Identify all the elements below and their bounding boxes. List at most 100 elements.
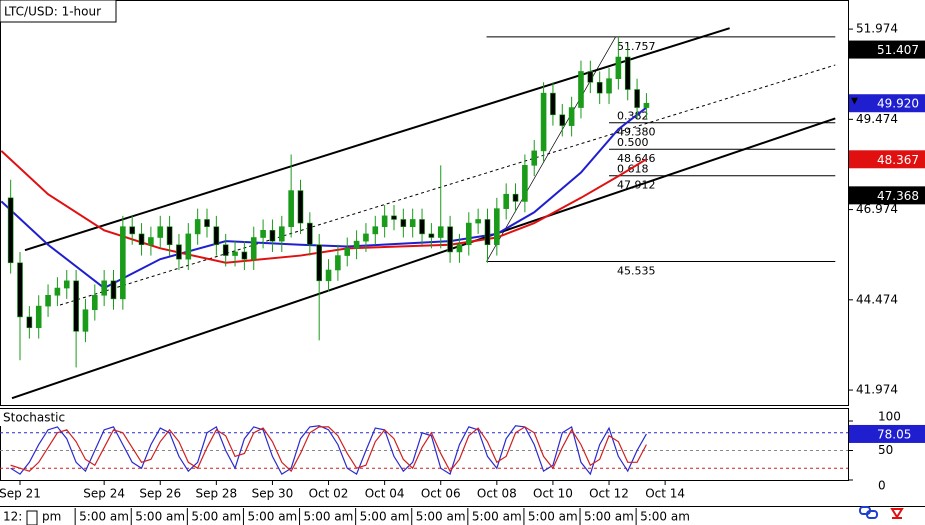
x-tick-label: Sep 21: [0, 487, 41, 501]
candle-body: [325, 269, 332, 282]
stochastic-title: Stochastic: [3, 411, 65, 425]
x-tick-label: Oct 12: [589, 487, 629, 501]
candle-body: [419, 219, 425, 235]
candle-body: [634, 89, 640, 108]
stochastic-line: [10, 426, 647, 473]
candle-body: [372, 226, 379, 235]
stochastic-line: [10, 425, 647, 476]
y-tick-label: 44.474: [856, 292, 898, 306]
candle-body: [241, 251, 248, 260]
candle-body: [335, 255, 341, 271]
candle-body: [381, 215, 388, 227]
candle-body: [624, 56, 631, 90]
candle-body: [45, 294, 51, 307]
candle-body: [250, 237, 257, 260]
candle-body: [26, 316, 33, 329]
candle-body: [92, 294, 98, 311]
x-tick-label: Sep 26: [139, 487, 181, 501]
candle-body: [129, 226, 136, 235]
candle-body: [101, 280, 107, 296]
candle-body: [503, 193, 509, 209]
candle-body: [232, 251, 238, 256]
candle-body: [391, 215, 397, 220]
x-tick-label: Sep 30: [252, 487, 294, 501]
chart-layer: 51.974 49.474 46.974 44.474 41.974 51.757 49.3…: [0, 22, 925, 525]
time-label: 5:00 am: [79, 510, 129, 524]
candle-body: [596, 81, 603, 94]
y-tick-label: 50: [878, 443, 893, 457]
time-label: 5:00 am: [135, 510, 185, 524]
candle-body: [363, 233, 369, 242]
title-box: [0, 0, 117, 23]
candle-body: [428, 233, 435, 238]
candle-body: [437, 226, 444, 238]
trendline: [24, 27, 730, 252]
candle-body: [54, 287, 61, 296]
time-label: 5:00 am: [416, 510, 466, 524]
main-pane: [0, 0, 849, 406]
candle-body: [222, 244, 229, 256]
candle-body: [288, 190, 294, 227]
fib-price-label: 45.535: [617, 265, 656, 278]
price-tag-label: 47.368: [877, 189, 919, 203]
candle-body: [540, 92, 547, 152]
x-tick-label: Oct 04: [365, 487, 405, 501]
fib-price-label: 48.646: [617, 152, 656, 165]
candle-body: [578, 71, 584, 108]
price-tag: [849, 94, 925, 113]
candle-body: [465, 222, 472, 246]
candle-body: [550, 92, 556, 116]
candle-body: [297, 190, 304, 224]
candle-body: [260, 229, 266, 238]
y-tick-label: 46.974: [856, 202, 898, 216]
candle-body: [559, 114, 566, 126]
candle-body: [400, 219, 407, 227]
time-label: 5:00 am: [360, 510, 410, 524]
stochastic-pane: [0, 408, 849, 481]
candle-body: [409, 219, 416, 227]
candle-body: [213, 226, 220, 246]
y-tick-label: 0: [878, 479, 886, 493]
stochastic-title-box: [0, 409, 72, 426]
candle-body: [494, 208, 500, 246]
candle-body: [73, 280, 79, 332]
candle-body: [82, 309, 89, 332]
candle-body: [568, 107, 575, 126]
link-icon[interactable]: [859, 506, 878, 519]
x-tick-label: Oct 02: [309, 487, 349, 501]
fib-price-label: 51.757: [617, 40, 656, 53]
candle-body: [148, 237, 154, 246]
time-label: 5:00 am: [528, 510, 578, 524]
candle-body: [512, 193, 519, 202]
candle-body: [475, 219, 481, 224]
time-label: 5:00 am: [191, 510, 241, 524]
y-tick-label: 41.974: [856, 383, 898, 397]
y-tick-label: 100: [878, 410, 901, 424]
candle-body: [278, 226, 285, 242]
candle-body: [110, 280, 117, 300]
price-tag: [849, 40, 925, 59]
fib-ratio-label: 0.382: [617, 110, 649, 123]
candle-body: [344, 248, 351, 256]
candle-body: [353, 240, 360, 249]
scroll-box[interactable]: [26, 510, 38, 525]
candle-body: [587, 71, 594, 83]
time-label: 5:00 am: [304, 510, 354, 524]
price-tag-label: 78.05: [877, 427, 911, 441]
candle-body: [269, 229, 276, 242]
x-tick-label: Sep 24: [83, 487, 125, 501]
candle-body: [447, 226, 453, 253]
close-icon[interactable]: [890, 508, 904, 519]
candle-body: [35, 305, 42, 329]
candle-body: [194, 219, 201, 235]
candle-body: [138, 233, 145, 246]
chart-title: LTC/USD: 1-hour: [4, 5, 101, 19]
candle-body: [531, 150, 538, 166]
price-tag-label: 48.367: [877, 153, 919, 167]
fib-ratio-label: 0.500: [617, 136, 649, 149]
y-tick-label: 49.474: [856, 112, 898, 126]
trendline: [11, 117, 836, 400]
y-tick-label: 51.974: [856, 22, 898, 36]
